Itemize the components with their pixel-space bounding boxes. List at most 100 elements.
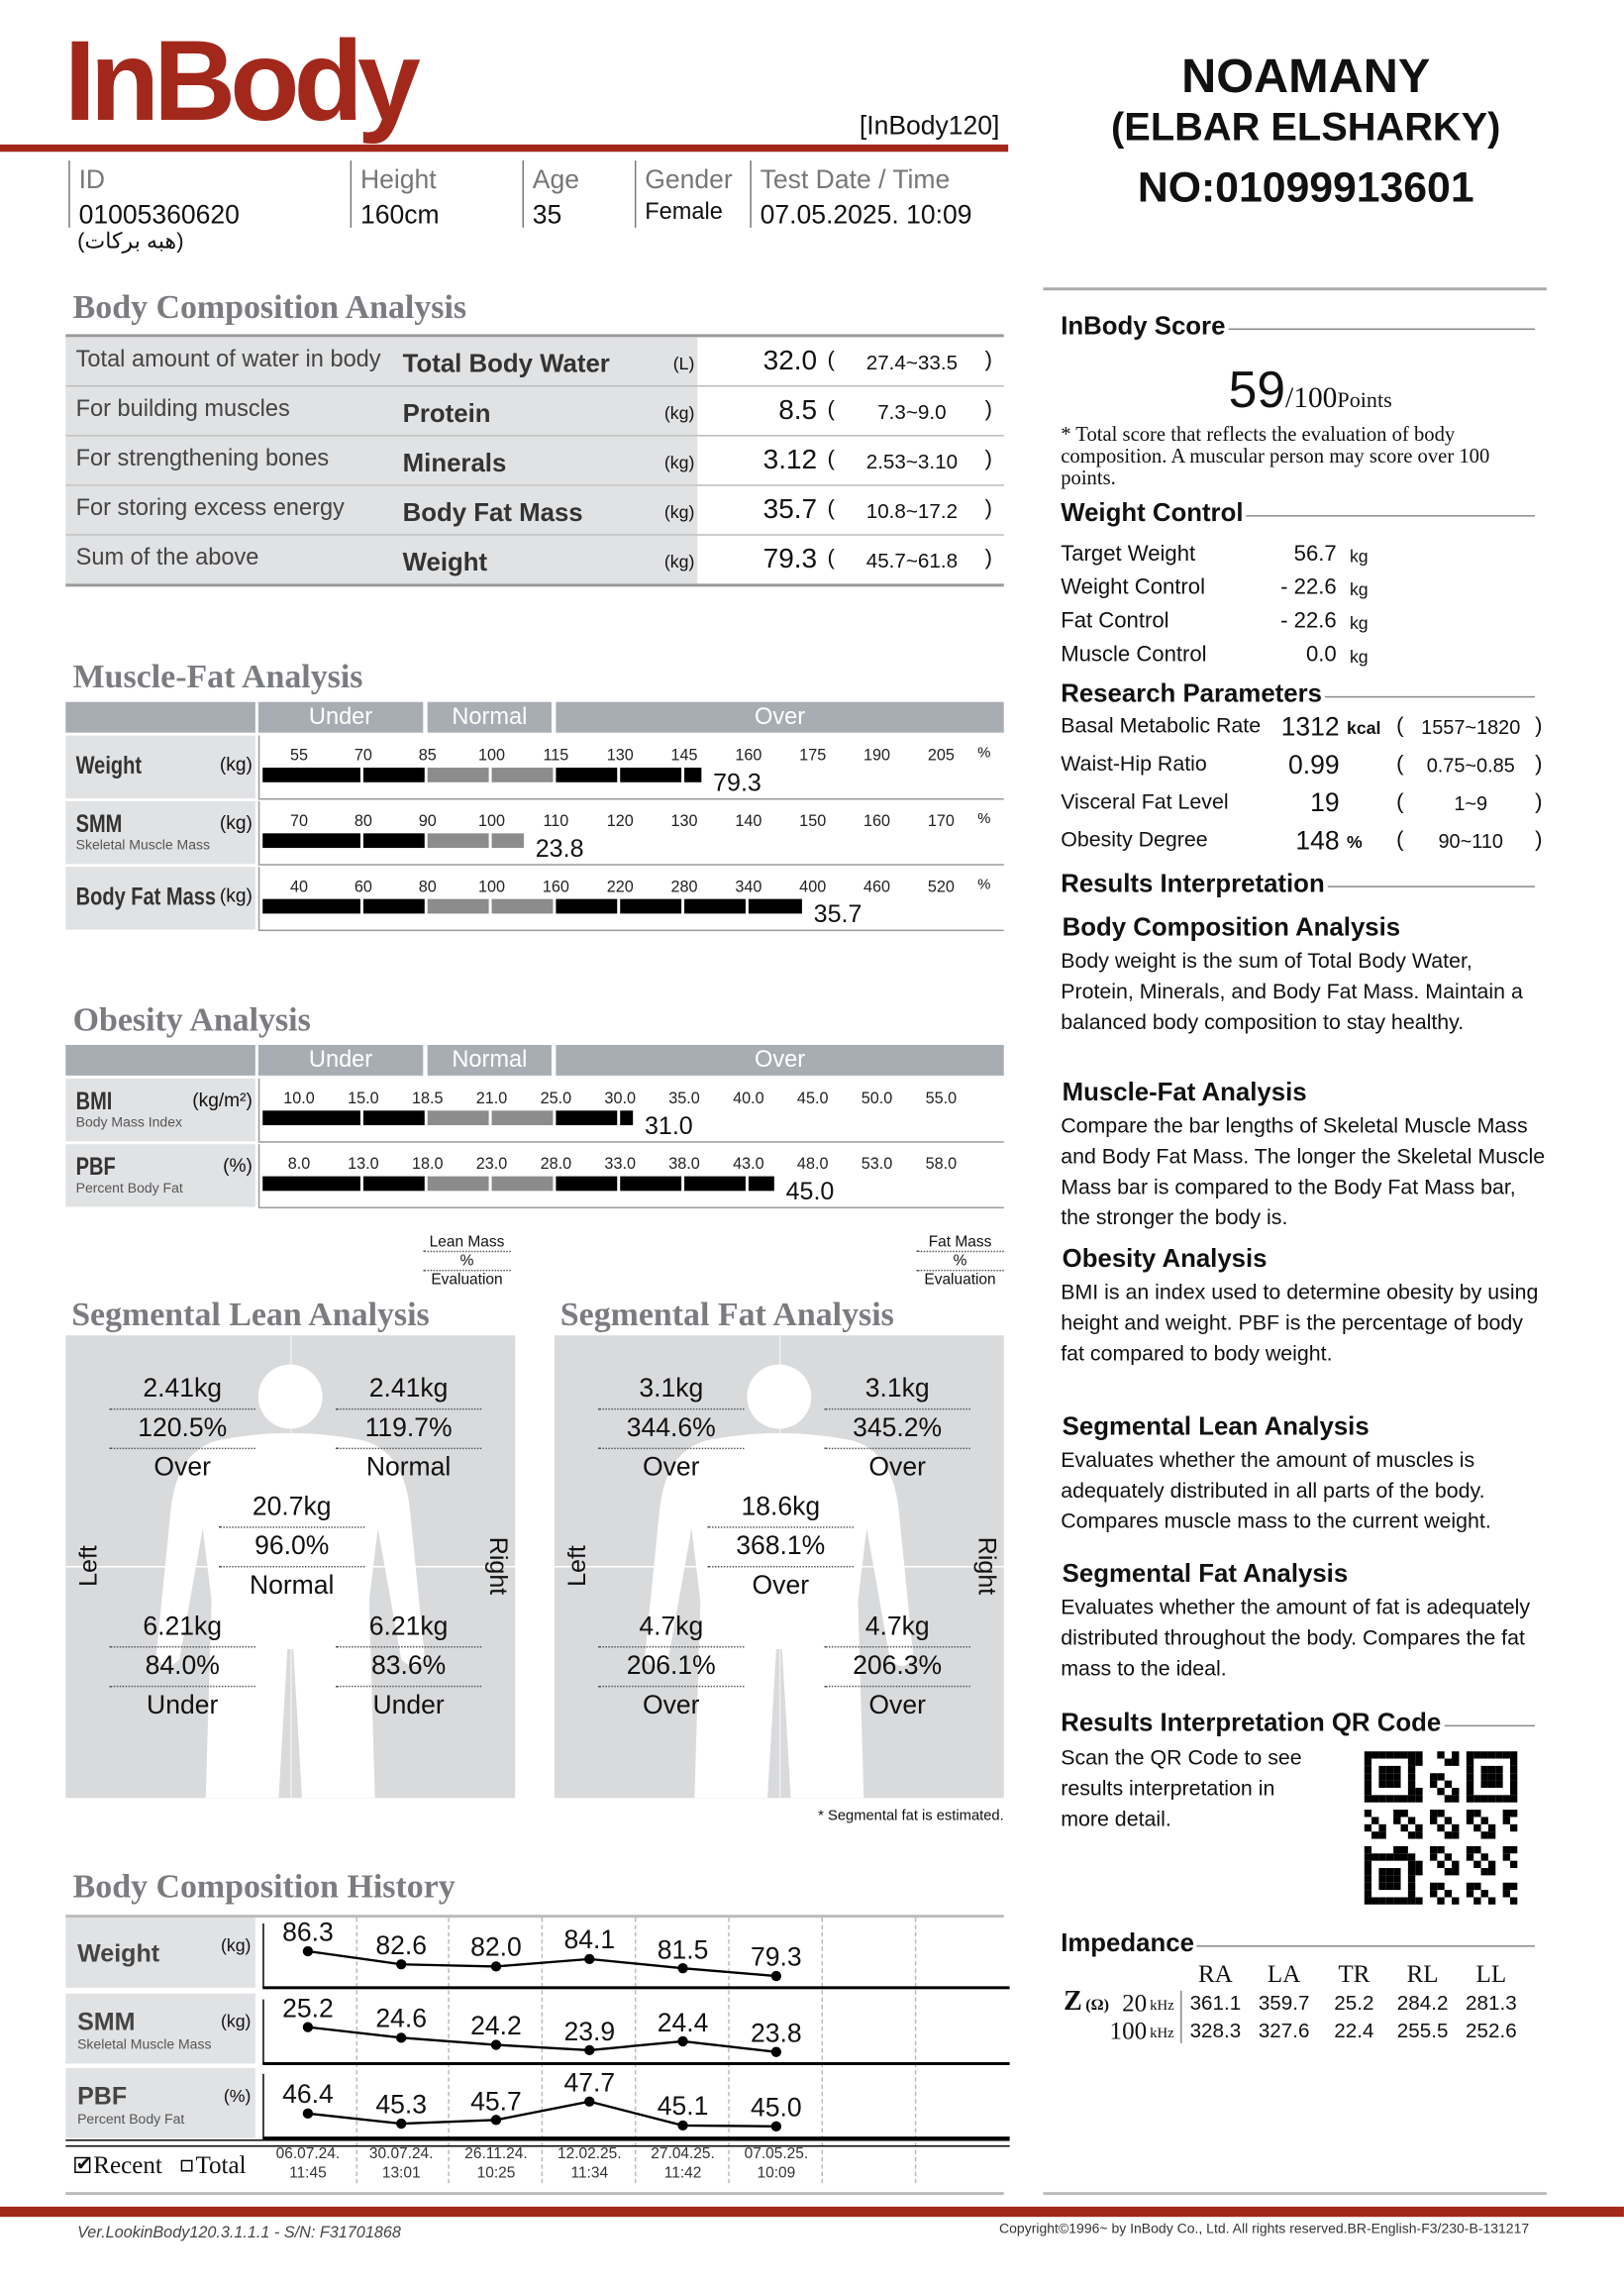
row-name: Total Body Water xyxy=(402,349,610,378)
qr-module xyxy=(1437,1860,1445,1869)
qr-module xyxy=(1415,1758,1423,1766)
row-rule xyxy=(65,384,1004,387)
field-divider xyxy=(68,160,70,228)
data-point xyxy=(770,1970,782,1982)
owner-phone: NO:01099913601 xyxy=(1137,164,1474,212)
qr-module xyxy=(1444,1758,1453,1766)
impedance-value: 359.7 xyxy=(1258,1990,1310,2015)
series-line xyxy=(307,1949,776,1978)
score-value: 59 xyxy=(1228,362,1286,419)
tick-label: 170 xyxy=(927,812,955,831)
segmental-fat-note: * Segmental fat is estimated. xyxy=(818,1808,1004,1824)
data-label: 86.3 xyxy=(282,1918,334,1947)
qr-module xyxy=(1415,1860,1423,1869)
wc-unit: kg xyxy=(1349,578,1369,600)
row-description: For storing excess energy xyxy=(75,495,345,522)
data-label: 24.4 xyxy=(657,2008,709,2037)
data-label: 25.2 xyxy=(282,1993,334,2024)
time-label: 11:42 xyxy=(663,2164,702,2182)
qr-module xyxy=(1480,1795,1488,1803)
qr-module xyxy=(1502,1853,1511,1861)
rp-range: 90~110 xyxy=(1438,830,1503,853)
interpretation-heading: Body Composition Analysis xyxy=(1062,911,1401,942)
tick-label: 100 xyxy=(478,879,506,896)
rp-value: 1312 xyxy=(1280,712,1340,742)
section-title: Segmental Fat Analysis xyxy=(559,1296,894,1333)
left-side-label: Left xyxy=(74,1545,103,1587)
owner-branch: (ELBAR ELSHARKY) xyxy=(1111,105,1501,150)
bar xyxy=(262,833,524,849)
tick-label: 85 xyxy=(418,747,437,766)
row-rule xyxy=(65,484,1004,486)
inbody-score: 59/100Points xyxy=(1229,362,1392,420)
qr-module xyxy=(1429,1853,1438,1861)
qr-module xyxy=(1378,1875,1386,1883)
qr-module xyxy=(1444,1780,1453,1788)
tick-label: 145 xyxy=(670,747,698,766)
qr-module xyxy=(1480,1853,1488,1861)
interpretation-heading: Muscle-Fat Analysis xyxy=(1062,1077,1307,1106)
bar-segment-normal xyxy=(491,898,554,914)
total-checkbox[interactable] xyxy=(180,2159,193,2172)
header-rule xyxy=(0,144,1009,153)
qr-module xyxy=(1466,1890,1474,1898)
data-label: 46.4 xyxy=(282,2079,334,2110)
axis-x xyxy=(262,2061,1010,2065)
dotted-rule xyxy=(598,1685,745,1688)
segment-right-arm-percent: 345.2% xyxy=(853,1412,943,1442)
segment-right-leg-percent: 206.3% xyxy=(853,1650,943,1680)
zone-header-normal: Normal xyxy=(427,701,552,733)
legend-line: Lean Mass xyxy=(423,1233,511,1253)
field-divider xyxy=(634,160,637,228)
segment-trunk-percent: 96.0% xyxy=(254,1530,330,1561)
segment-right-leg-evaluation: Over xyxy=(868,1690,926,1719)
date-label: 30.07.24. xyxy=(368,2144,434,2163)
row-label-bg xyxy=(65,485,698,535)
row-description: Total amount of water in body xyxy=(75,347,381,372)
dotted-rule xyxy=(109,1646,255,1648)
dotted-rule xyxy=(707,1566,854,1568)
qr-module xyxy=(1510,1897,1518,1905)
wc-unit: kg xyxy=(1349,646,1369,668)
qr-module xyxy=(1452,1831,1460,1839)
data-label: 84.1 xyxy=(563,1924,616,1955)
recent-checkbox[interactable]: ✔ xyxy=(74,2152,92,2175)
impedance-column: LA xyxy=(1267,1959,1301,1988)
data-label: 23.8 xyxy=(751,2018,802,2048)
left-side-label: Left xyxy=(563,1545,592,1587)
qr-module xyxy=(1364,1795,1372,1803)
row-range: 45.7~61.8 xyxy=(865,549,959,572)
qr-module xyxy=(1407,1897,1416,1905)
bar-segment-normal xyxy=(427,898,489,914)
qr-module xyxy=(1473,1810,1481,1818)
qr-module xyxy=(1480,1765,1488,1774)
zone-header-under: Under xyxy=(257,701,424,733)
row-range: 2.53~3.10 xyxy=(865,449,959,473)
row-name: SMM xyxy=(77,2008,136,2036)
tick-unit: % xyxy=(977,811,991,828)
qr-module xyxy=(1473,1751,1481,1759)
dotted-rule xyxy=(824,1646,970,1648)
row-name: Weight xyxy=(75,751,143,780)
tick-unit: % xyxy=(977,745,991,763)
bar-segment-normal xyxy=(427,1176,489,1192)
row-rule xyxy=(257,797,1004,800)
qr-module xyxy=(1364,1868,1372,1876)
row-left-rule xyxy=(257,1078,260,1142)
qr-module xyxy=(1466,1751,1474,1759)
tick-label: 205 xyxy=(927,747,955,766)
tick-label: 150 xyxy=(799,812,827,831)
qr-module xyxy=(1473,1845,1481,1854)
bar-segment xyxy=(620,1176,682,1192)
qr-module xyxy=(1480,1831,1488,1839)
impedance-column: RL xyxy=(1406,1959,1439,1988)
qr-module xyxy=(1364,1758,1372,1766)
qr-module xyxy=(1487,1765,1496,1774)
bar-segment xyxy=(262,898,360,914)
row-name: Weight xyxy=(402,547,488,577)
row-name: Body Fat Mass xyxy=(75,883,217,911)
history-line xyxy=(302,2096,782,2132)
rp-value: 148 xyxy=(1295,825,1340,856)
tick-label: 80 xyxy=(418,879,437,896)
qr-module xyxy=(1444,1817,1453,1824)
